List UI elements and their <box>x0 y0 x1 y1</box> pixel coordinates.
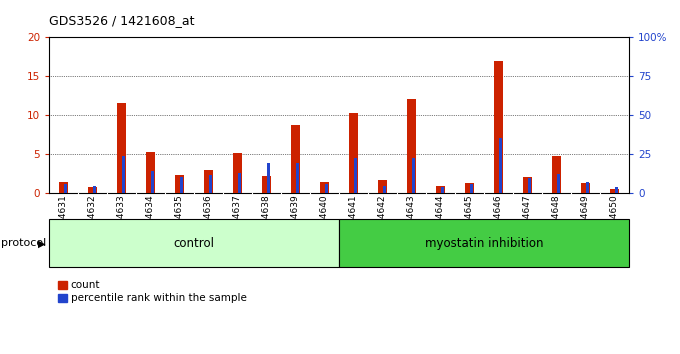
Text: GSM344632: GSM344632 <box>88 194 97 249</box>
Bar <box>465 183 473 193</box>
Bar <box>611 189 619 193</box>
Bar <box>320 182 328 193</box>
Text: GSM344633: GSM344633 <box>117 194 126 249</box>
Text: GSM344648: GSM344648 <box>552 194 561 249</box>
Text: GSM344645: GSM344645 <box>465 194 474 249</box>
Bar <box>558 174 560 193</box>
Text: GSM344640: GSM344640 <box>320 194 329 249</box>
Text: GSM344642: GSM344642 <box>378 194 387 249</box>
Bar <box>354 158 357 193</box>
Bar <box>59 182 67 193</box>
Bar <box>118 103 126 193</box>
Text: protocol: protocol <box>1 238 46 249</box>
Bar <box>180 177 183 193</box>
Text: GSM344637: GSM344637 <box>233 194 242 249</box>
Bar <box>122 155 125 193</box>
Bar <box>65 184 67 193</box>
Bar <box>146 153 154 193</box>
Bar <box>339 219 629 267</box>
Text: GSM344638: GSM344638 <box>262 194 271 249</box>
Bar <box>296 162 299 193</box>
Text: GSM344634: GSM344634 <box>146 194 155 249</box>
Text: GSM344639: GSM344639 <box>291 194 300 249</box>
Bar <box>437 186 445 193</box>
Text: GSM344649: GSM344649 <box>581 194 590 249</box>
Bar <box>262 176 271 193</box>
Bar <box>407 99 415 193</box>
Bar <box>441 188 444 193</box>
Bar <box>615 188 618 193</box>
Text: GSM344647: GSM344647 <box>523 194 532 249</box>
Text: GSM344650: GSM344650 <box>610 194 619 249</box>
Bar <box>209 175 212 193</box>
Text: GSM344644: GSM344644 <box>436 194 445 249</box>
Bar <box>586 182 590 193</box>
Bar <box>49 219 339 267</box>
Text: GSM344635: GSM344635 <box>175 194 184 249</box>
Text: GSM344646: GSM344646 <box>494 194 503 249</box>
Text: GSM344641: GSM344641 <box>349 194 358 249</box>
Bar <box>494 61 503 193</box>
Text: GDS3526 / 1421608_at: GDS3526 / 1421608_at <box>49 14 194 27</box>
Bar <box>379 180 386 193</box>
Bar <box>175 175 184 193</box>
Bar <box>471 184 473 193</box>
Bar <box>524 177 532 193</box>
Text: GSM344636: GSM344636 <box>204 194 213 249</box>
Bar <box>93 186 97 193</box>
Bar <box>88 188 97 193</box>
Text: control: control <box>173 237 214 250</box>
Bar <box>267 163 270 193</box>
Bar <box>325 184 328 193</box>
Bar <box>528 178 531 193</box>
Bar <box>205 170 213 193</box>
Bar <box>292 125 299 193</box>
Text: GSM344643: GSM344643 <box>407 194 416 249</box>
Bar <box>239 173 241 193</box>
Bar <box>499 138 503 193</box>
Bar <box>581 183 590 193</box>
Bar <box>233 153 241 193</box>
Bar <box>350 113 358 193</box>
Text: myostatin inhibition: myostatin inhibition <box>425 237 543 250</box>
Bar <box>384 186 386 193</box>
Text: ▶: ▶ <box>38 238 46 249</box>
Text: GSM344631: GSM344631 <box>59 194 68 249</box>
Bar <box>412 158 415 193</box>
Bar <box>552 155 560 193</box>
Bar <box>152 171 154 193</box>
Legend: count, percentile rank within the sample: count, percentile rank within the sample <box>54 276 251 308</box>
